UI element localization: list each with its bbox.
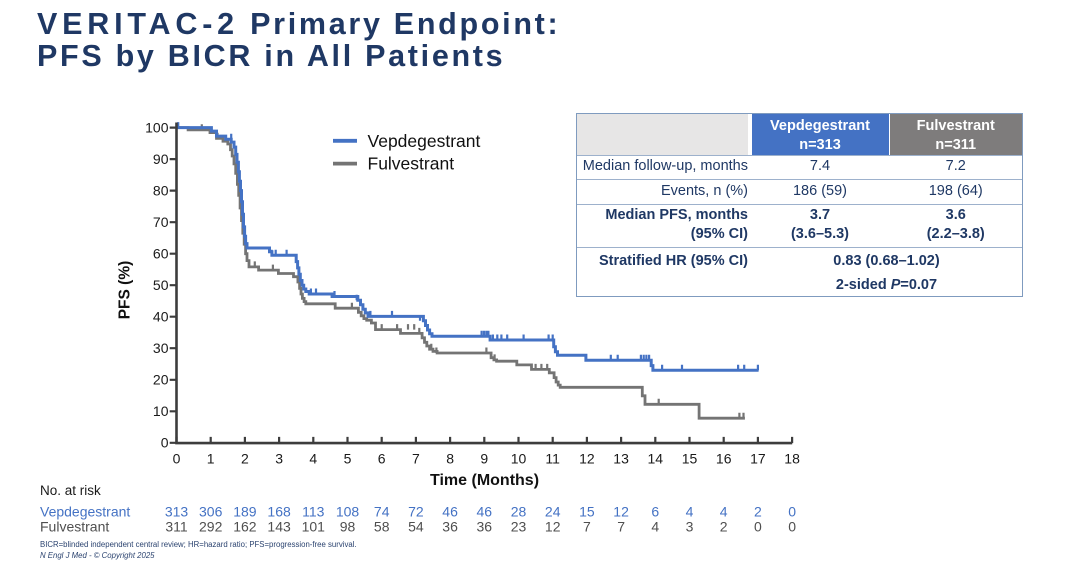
svg-text:98: 98 (340, 518, 356, 534)
svg-text:36: 36 (442, 518, 458, 534)
svg-text:292: 292 (199, 518, 223, 534)
svg-text:80: 80 (153, 183, 169, 199)
svg-text:8: 8 (446, 451, 454, 467)
svg-text:0: 0 (788, 503, 796, 519)
svg-text:4: 4 (651, 518, 659, 534)
svg-text:14: 14 (648, 451, 664, 467)
svg-text:Time (Months): Time (Months) (430, 472, 539, 489)
svg-text:24: 24 (545, 503, 561, 519)
svg-text:BICR=blinded independent centr: BICR=blinded independent central review;… (40, 540, 357, 549)
svg-text:306: 306 (199, 503, 223, 519)
svg-text:46: 46 (442, 503, 458, 519)
svg-text:311: 311 (165, 518, 188, 534)
svg-text:168: 168 (267, 503, 291, 519)
svg-text:2: 2 (720, 518, 728, 534)
svg-text:60: 60 (153, 246, 169, 262)
svg-text:3: 3 (275, 451, 283, 467)
svg-text:0: 0 (161, 435, 169, 451)
svg-text:162: 162 (233, 518, 257, 534)
svg-text:108: 108 (336, 503, 360, 519)
svg-text:7: 7 (412, 451, 420, 467)
svg-text:20: 20 (153, 372, 169, 388)
svg-text:15: 15 (579, 503, 595, 519)
svg-text:4: 4 (720, 503, 728, 519)
svg-text:101: 101 (302, 518, 326, 534)
svg-text:0: 0 (173, 451, 181, 467)
svg-text:72: 72 (408, 503, 424, 519)
svg-text:Fulvestrant: Fulvestrant (40, 518, 109, 534)
svg-text:143: 143 (267, 518, 291, 534)
svg-text:70: 70 (153, 214, 169, 230)
svg-text:16: 16 (716, 451, 732, 467)
svg-text:6: 6 (378, 451, 386, 467)
svg-text:2: 2 (754, 503, 762, 519)
svg-text:12: 12 (545, 518, 561, 534)
svg-text:12: 12 (613, 503, 629, 519)
svg-text:PFS (%): PFS (%) (117, 261, 134, 320)
svg-text:4: 4 (309, 451, 317, 467)
svg-text:46: 46 (477, 503, 493, 519)
svg-text:N Engl J Med - © Copyright 202: N Engl J Med - © Copyright 2025 (40, 551, 155, 560)
svg-text:23: 23 (511, 518, 527, 534)
svg-text:No. at risk: No. at risk (40, 483, 101, 498)
svg-text:0: 0 (754, 518, 762, 534)
svg-text:2: 2 (241, 451, 249, 467)
svg-text:100: 100 (145, 120, 169, 136)
svg-text:0: 0 (788, 518, 796, 534)
svg-text:5: 5 (344, 451, 352, 467)
svg-text:313: 313 (165, 503, 189, 519)
svg-text:15: 15 (682, 451, 698, 467)
svg-text:74: 74 (374, 503, 390, 519)
svg-text:17: 17 (750, 451, 766, 467)
svg-text:10: 10 (153, 403, 169, 419)
svg-text:54: 54 (408, 518, 424, 534)
svg-text:50: 50 (153, 277, 169, 293)
svg-text:11: 11 (545, 451, 560, 467)
svg-text:Fulvestrant: Fulvestrant (368, 154, 455, 174)
svg-text:40: 40 (153, 309, 169, 325)
svg-text:7: 7 (617, 518, 625, 534)
svg-text:Vepdegestrant: Vepdegestrant (40, 503, 130, 519)
svg-text:13: 13 (613, 451, 629, 467)
svg-text:9: 9 (480, 451, 488, 467)
svg-text:3: 3 (686, 518, 694, 534)
svg-text:6: 6 (651, 503, 659, 519)
svg-text:1: 1 (207, 451, 215, 467)
svg-text:4: 4 (686, 503, 694, 519)
svg-text:113: 113 (302, 503, 325, 519)
svg-text:28: 28 (511, 503, 527, 519)
svg-text:189: 189 (233, 503, 257, 519)
svg-text:36: 36 (477, 518, 493, 534)
svg-text:Vepdegestrant: Vepdegestrant (368, 131, 481, 151)
svg-text:90: 90 (153, 151, 169, 167)
svg-text:18: 18 (784, 451, 800, 467)
svg-text:58: 58 (374, 518, 390, 534)
svg-text:30: 30 (153, 340, 169, 356)
svg-text:7: 7 (583, 518, 591, 534)
svg-text:10: 10 (511, 451, 527, 467)
svg-text:12: 12 (579, 451, 595, 467)
